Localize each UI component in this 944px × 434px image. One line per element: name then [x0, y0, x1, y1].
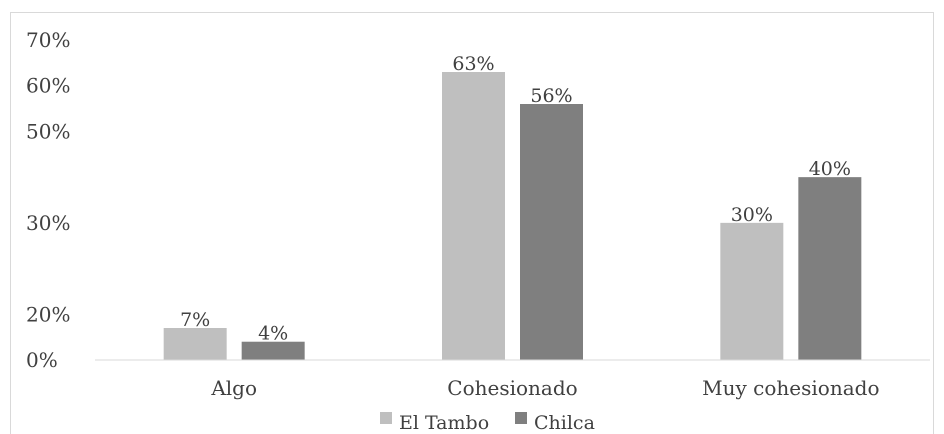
y-axis-ticks: 0% 20% 30% 50% 60% 70%	[26, 28, 70, 372]
x-category-label: Cohesionado	[447, 376, 577, 400]
y-tick-label: 30%	[26, 211, 70, 235]
legend-label: El Tambo	[399, 412, 489, 434]
x-category-label: Muy cohesionado	[702, 376, 879, 400]
data-labels: 7% 4% 63% 56% 30% 40%	[180, 53, 851, 345]
y-tick-label: 50%	[26, 119, 70, 143]
y-tick-label: 70%	[26, 28, 70, 52]
x-axis-categories: Algo Cohesionado Muy cohesionado	[210, 376, 879, 400]
legend: El Tambo Chilca	[380, 412, 595, 434]
bar-chilca	[798, 177, 862, 360]
data-label: 30%	[731, 204, 773, 226]
bar-chilca	[520, 104, 583, 360]
data-label: 40%	[809, 158, 851, 180]
legend-swatch	[515, 412, 527, 424]
data-label: 63%	[452, 53, 494, 75]
legend-swatch	[380, 412, 392, 424]
data-label: 7%	[180, 309, 210, 331]
bar-el-tambo	[163, 328, 227, 360]
bar-el-tambo	[442, 72, 505, 360]
y-tick-label: 20%	[26, 302, 70, 326]
x-category-label: Algo	[210, 376, 257, 400]
bar-chilca	[241, 341, 305, 360]
bars	[163, 72, 862, 360]
legend-label: Chilca	[534, 412, 595, 434]
y-tick-label: 0%	[26, 348, 58, 372]
y-tick-label: 60%	[26, 74, 70, 98]
bar-el-tambo	[720, 222, 784, 360]
data-label: 4%	[258, 323, 288, 345]
data-label: 56%	[530, 85, 572, 107]
